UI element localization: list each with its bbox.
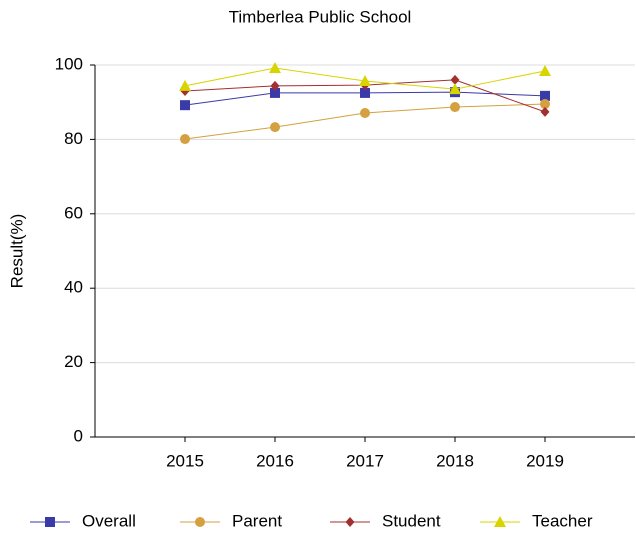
data-point: [540, 99, 550, 110]
data-point: [450, 102, 460, 113]
legend-marker: [494, 516, 506, 527]
legend-marker: [345, 517, 355, 527]
legend-marker: [195, 517, 205, 527]
y-tick-label: 100: [55, 54, 83, 73]
data-point: [359, 74, 371, 86]
data-point: [270, 87, 280, 98]
data-point: [180, 100, 190, 111]
chart-title: Timberlea Public School: [229, 7, 412, 26]
y-tick-label: 80: [64, 129, 83, 148]
data-point: [179, 79, 191, 91]
data-point: [270, 80, 280, 91]
data-point: [449, 83, 461, 95]
y-tick-label: 40: [64, 278, 83, 297]
data-point: [360, 107, 370, 118]
data-point: [450, 74, 460, 85]
legend-label: Overall: [82, 511, 136, 530]
legend-label: Parent: [232, 511, 282, 530]
y-tick-label: 20: [64, 352, 83, 371]
x-tick-label: 2019: [526, 451, 564, 470]
legend-marker: [45, 517, 55, 527]
data-point: [180, 134, 190, 145]
x-tick-label: 2016: [256, 451, 294, 470]
x-tick-label: 2017: [346, 451, 384, 470]
data-point: [540, 106, 550, 117]
data-point: [539, 64, 551, 76]
y-axis-label: Result(%): [7, 214, 26, 289]
x-tick-label: 2015: [166, 451, 204, 470]
data-point: [360, 87, 370, 98]
y-tick-label: 0: [74, 426, 83, 445]
data-point: [269, 61, 281, 73]
legend-label: Teacher: [532, 511, 593, 530]
x-tick-label: 2018: [436, 451, 474, 470]
data-point: [270, 122, 280, 133]
data-point: [540, 90, 550, 101]
y-tick-label: 60: [64, 203, 83, 222]
legend-label: Student: [382, 511, 441, 530]
